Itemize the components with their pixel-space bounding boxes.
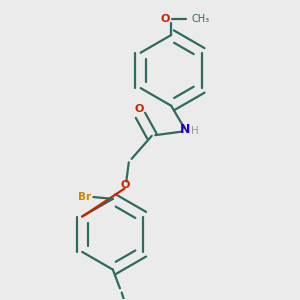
Text: O: O [160,14,170,24]
Text: Br: Br [79,192,92,202]
Text: O: O [121,180,130,190]
Text: CH₃: CH₃ [192,14,210,24]
Text: H: H [191,126,199,136]
Text: O: O [135,104,144,114]
Text: N: N [180,123,190,136]
